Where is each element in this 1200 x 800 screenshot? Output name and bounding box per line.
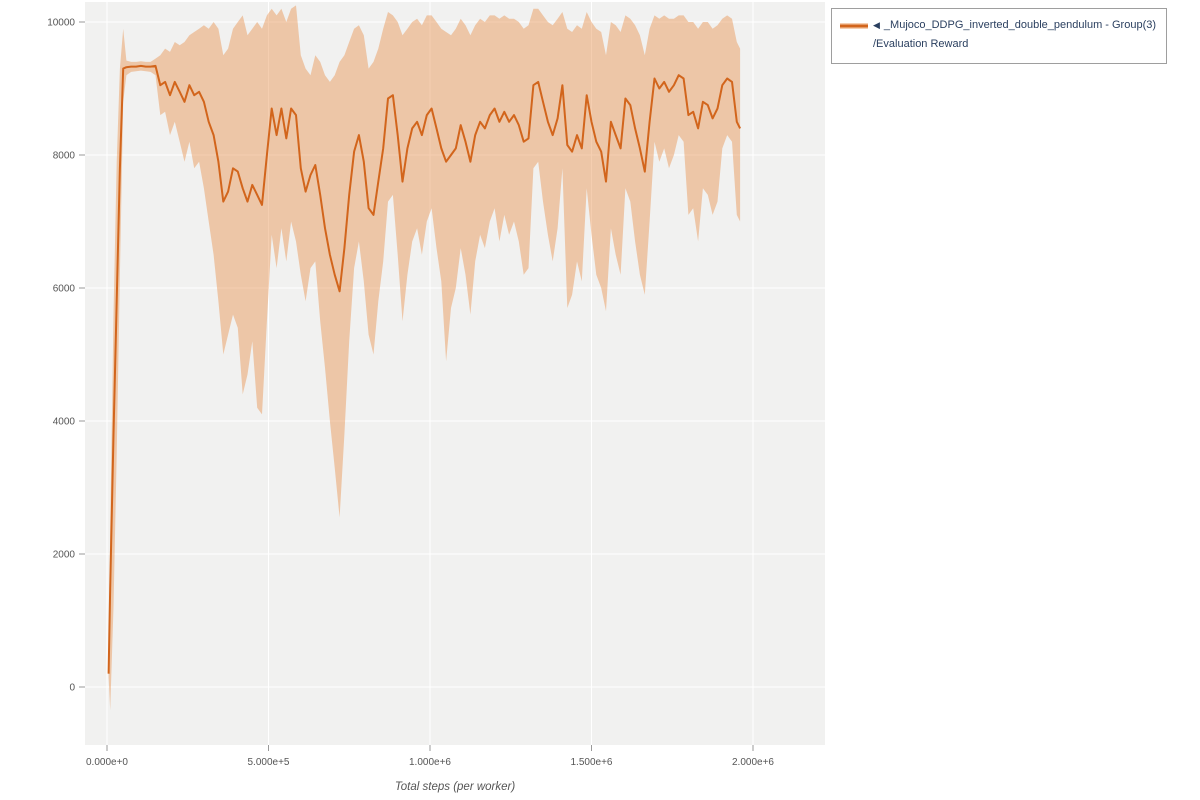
x-axis-title: Total steps (per worker) xyxy=(394,781,516,793)
x-tick-label: 1.000e+6 xyxy=(409,757,451,768)
plot-background[interactable] xyxy=(85,2,825,745)
gridlines xyxy=(85,2,825,745)
x-tick-label: 2.000e+6 xyxy=(732,757,774,768)
x-tick-label: 1.500e+6 xyxy=(571,757,613,768)
legend-metric-label: /Evaluation Reward xyxy=(873,38,969,51)
x-tick-label: 5.000e+5 xyxy=(248,757,290,768)
y-tick-labels: 0 2000 4000 6000 8000 10000 xyxy=(47,18,75,694)
y-tick-label: 6000 xyxy=(53,284,76,295)
x-tick-label: 0.000e+0 xyxy=(86,757,128,768)
y-tick-label: 4000 xyxy=(53,417,76,428)
legend-line-sample-icon xyxy=(840,22,868,29)
y-tick-label: 0 xyxy=(69,683,75,694)
y-tick-label: 8000 xyxy=(53,151,76,162)
legend-series-label: _Mujoco_DDPG_inverted_double_pendulum - … xyxy=(883,19,1157,31)
triangle-left-marker-icon: ◀ xyxy=(873,19,880,30)
axis-ticks xyxy=(79,21,754,751)
y-tick-label: 2000 xyxy=(53,550,76,561)
legend-entry[interactable]: ◀ _Mujoco_DDPG_inverted_double_pendulum … xyxy=(840,16,1156,35)
confidence-band xyxy=(108,5,741,711)
y-tick-label: 10000 xyxy=(47,18,75,29)
x-tick-labels: 0.000e+0 5.000e+5 1.000e+6 1.500e+6 2.000e+6 xyxy=(86,757,774,768)
mean-reward-line[interactable] xyxy=(107,64,741,674)
legend[interactable]: ◀ _Mujoco_DDPG_inverted_double_pendulum … xyxy=(831,8,1168,64)
